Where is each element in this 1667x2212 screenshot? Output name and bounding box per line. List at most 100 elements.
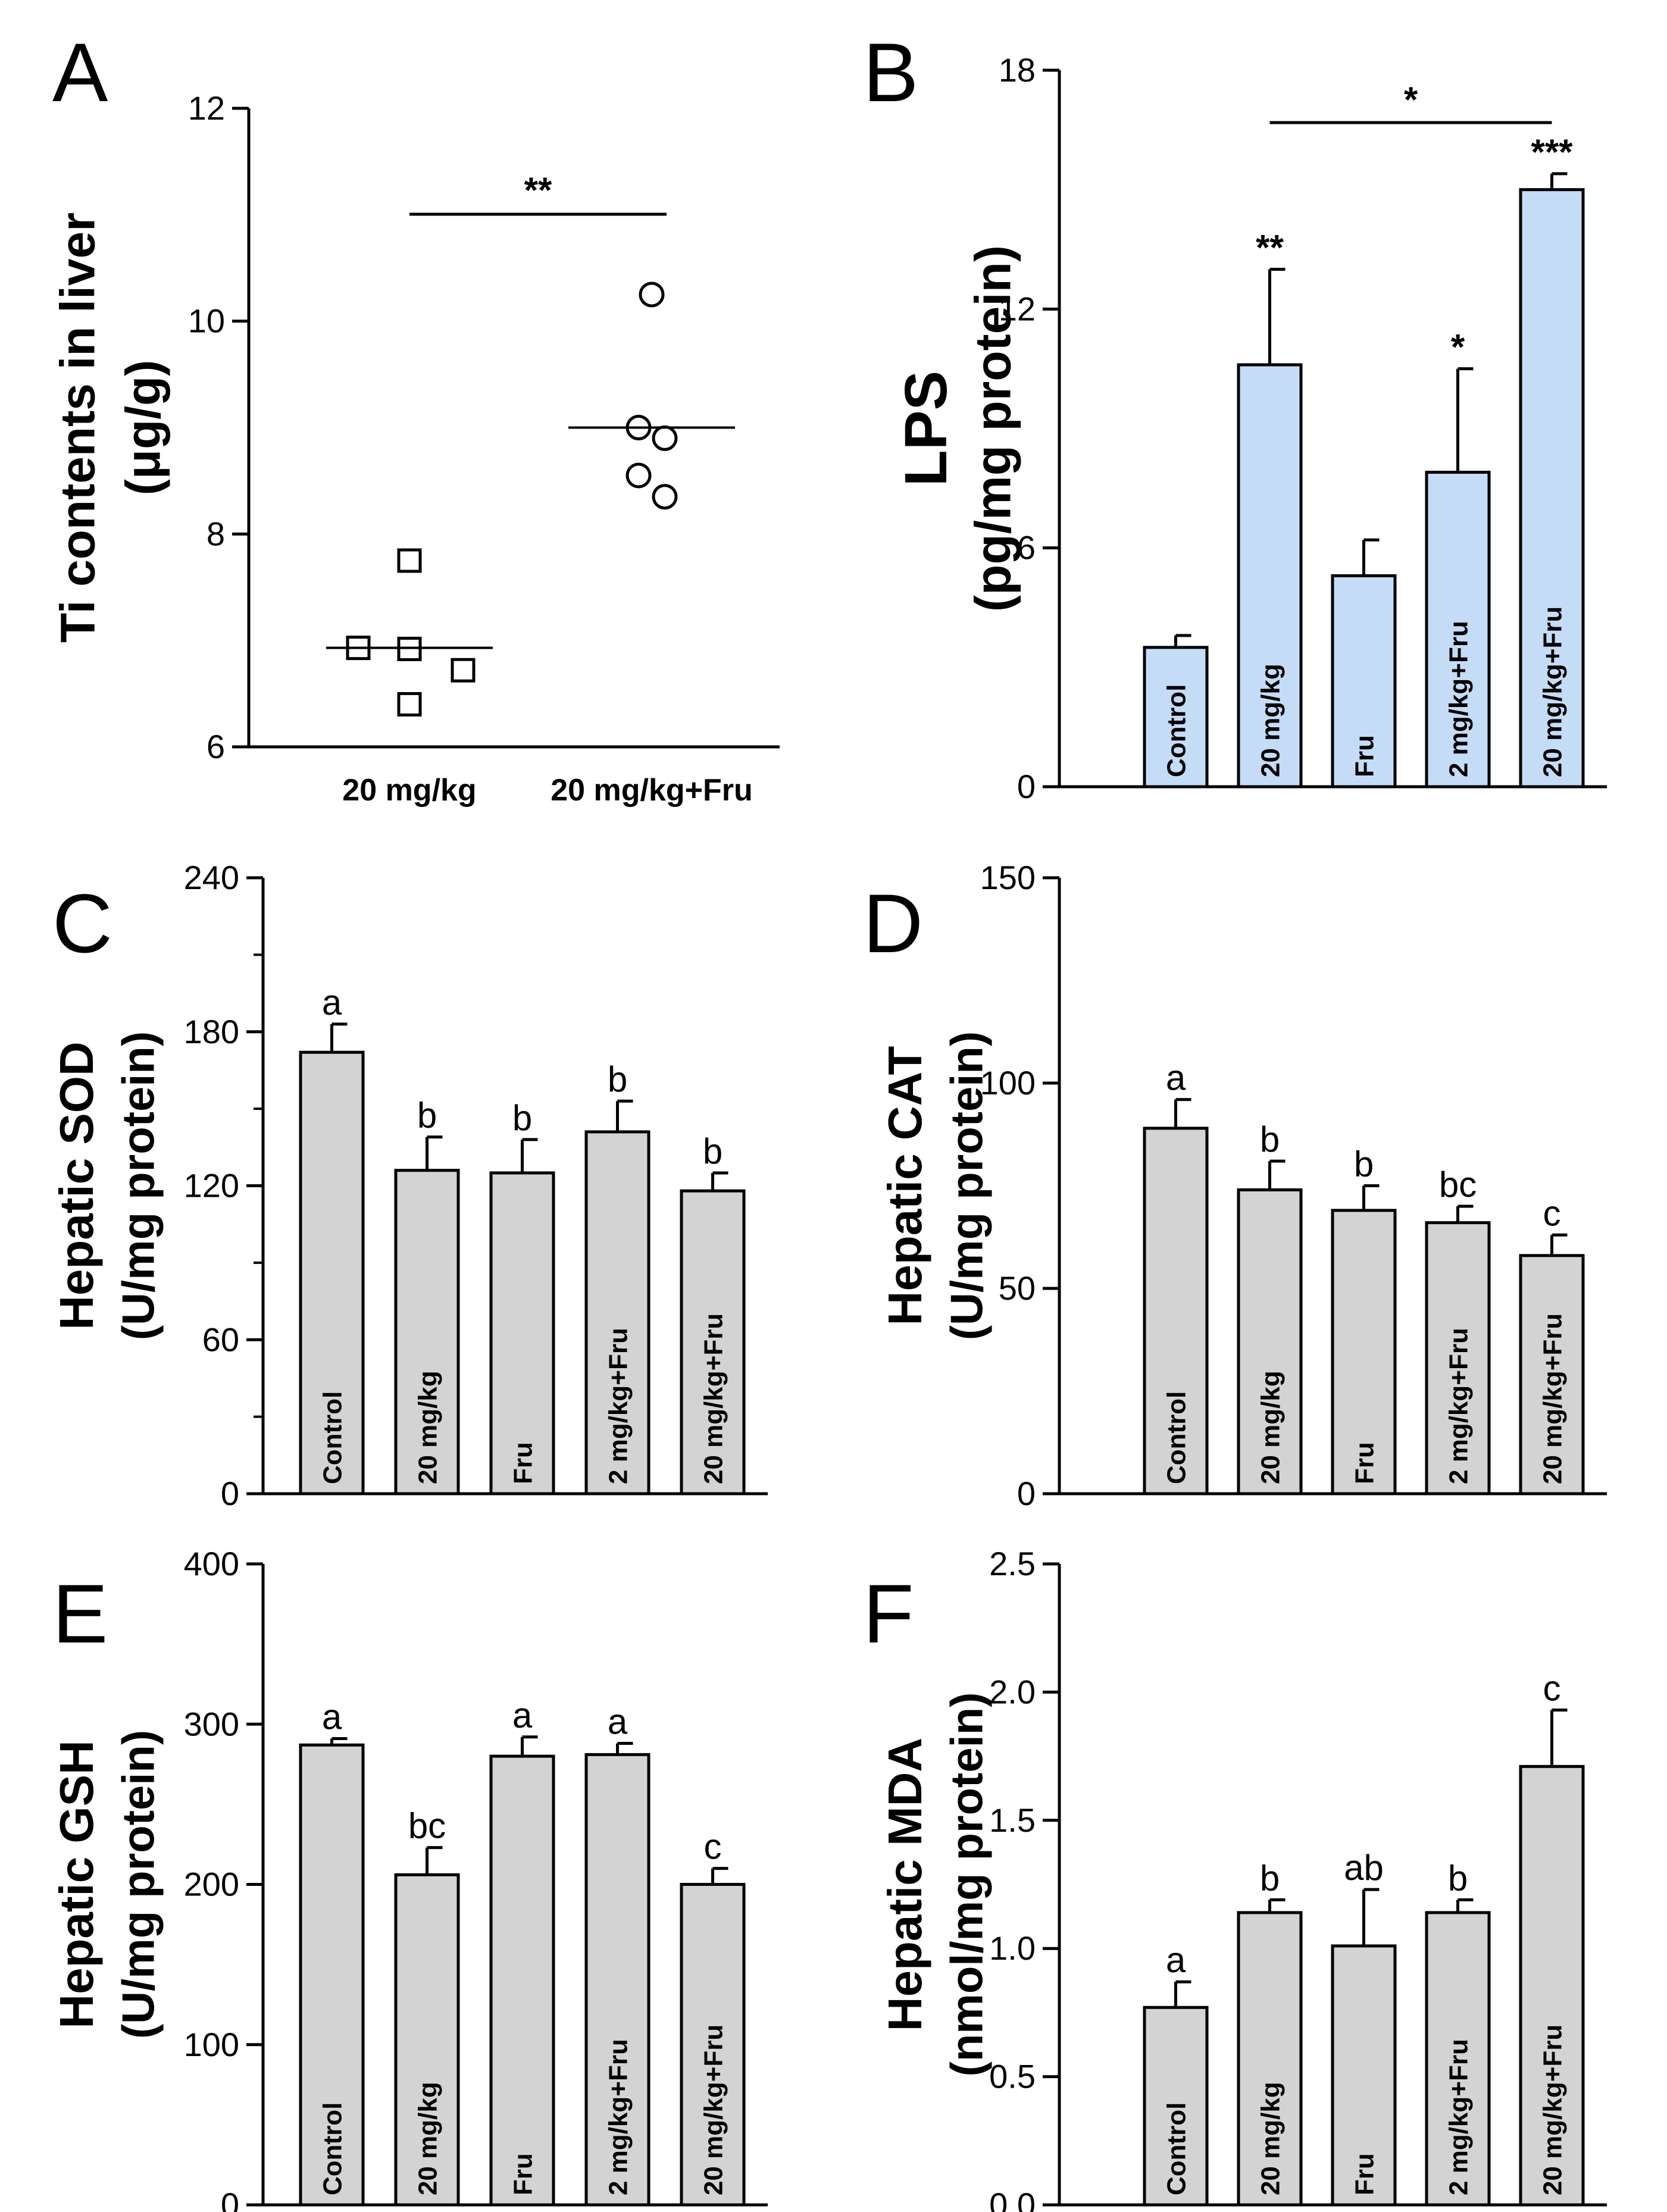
panel-letter: A [52,26,108,119]
bar-category-label: 2 mg/kg+Fru [604,2039,633,2195]
bar-annotation: c [1543,1669,1561,1709]
y-axis-title: LPS [893,371,959,486]
y-tick-label: 0 [221,1475,239,1512]
panel-letter: F [863,1567,914,1660]
panel-e: E Hepatic GSH (U/mg protein) 0 100 200 300 400 C… [50,1545,768,2212]
data-point-circle [652,484,678,510]
y-axis-title: Ti contents in liver [51,212,105,643]
bar-annotation: bc [408,1806,446,1846]
x-category-label: 20 mg/kg+Fru [551,773,753,808]
bar-annotation: b [1260,1119,1280,1159]
y-axis-unit: (μg/g) [117,360,171,496]
data-point-square [397,692,422,717]
panel-letter: E [52,1567,108,1660]
bar-annotation: a [608,1702,628,1742]
panel-f: F Hepatic MDA (nmol/mg protein) 0.0 0.5 1.0 1.… [863,1545,1607,2212]
bar-category-label: 2 mg/kg+Fru [1444,621,1474,777]
bar-annotation: b [417,1096,437,1135]
y-tick-label: 180 [184,1013,239,1050]
bar-category-label: 2 mg/kg+Fru [604,1328,633,1484]
bar-annotation: a [1166,1058,1186,1098]
bar [584,1753,650,2207]
bar [489,1754,555,2207]
bar-annotation: *** [1531,132,1573,172]
y-tick-label: 2.5 [989,1545,1036,1582]
y-axis-title: Hepatic GSH [50,1740,103,2029]
panel-letter: B [863,26,918,119]
y-tick-label: 200 [184,1866,239,1903]
y-tick-label: 10 [188,302,225,340]
bar-annotation: a [512,1695,533,1735]
y-tick-label: 60 [202,1321,239,1358]
y-tick-label: 400 [184,1545,239,1582]
bar-category-label: Fru [509,1442,538,1484]
y-tick-label: 12 [999,290,1036,327]
y-tick-label: 100 [980,1064,1036,1102]
y-tick-label: 0.5 [989,2058,1036,2095]
bar [394,1873,460,2207]
bar-category-label: 20 mg/kg [1256,1371,1286,1484]
bar-category-label: 2 mg/kg+Fru [1444,2039,1474,2195]
bar-category-label: Control [1162,684,1191,777]
y-tick-label: 120 [184,1167,239,1204]
significance-label: * [1404,80,1418,120]
bar-annotation: bc [1439,1165,1477,1204]
panel-b: B LPS (pg/mg protein) 0 6 12 18 Control 20 mg/kg… [863,26,1607,805]
panel-a: A Ti contents in liver (μg/g) 6 8 10 12 20 mg/k… [51,26,780,808]
bar-annotation: a [322,983,342,1022]
bar [1143,1127,1209,1495]
y-tick-label: 100 [184,2026,239,2063]
bar [1237,1911,1303,2207]
y-tick-label: 0 [1017,1475,1036,1512]
y-axis-unit: (U/mg protein) [114,1730,164,2039]
bar-category-label: 20 mg/kg+Fru [699,2025,728,2195]
bar-category-label: 20 mg/kg+Fru [699,1313,728,1484]
bar [1331,574,1397,789]
y-tick-label: 150 [980,859,1036,896]
significance-label: ** [524,170,552,210]
bar [680,1189,746,1495]
bar-annotation: a [322,1697,342,1737]
y-axis-title: Hepatic CAT [878,1046,931,1326]
bar-category-label: 20 mg/kg+Fru [1538,1313,1568,1484]
y-axis-title: Hepatic MDA [878,1738,931,2031]
bar-annotation: ab [1344,1848,1384,1888]
bar-category-label: Control [1162,2103,1191,2195]
bar-category-label: Fru [1350,735,1380,777]
y-tick-label: 0.0 [989,2186,1036,2212]
bar [1519,188,1585,789]
bar-annotation: ** [1256,227,1284,267]
bar [1425,1221,1491,1495]
bar [1425,1911,1491,2207]
bar-category-label: 20 mg/kg [414,2082,443,2195]
y-tick-label: 6 [207,728,225,765]
y-tick-label: 50 [999,1269,1036,1307]
panel-letter: D [863,877,923,970]
y-tick-label: 0 [221,2186,239,2212]
bar-category-label: 20 mg/kg [414,1371,443,1484]
bar-category-label: 20 mg/kg+Fru [1538,2025,1568,2195]
bar-annotation: * [1451,327,1465,367]
bar-category-label: Control [318,2103,348,2195]
y-tick-label: 1.5 [989,1801,1036,1839]
y-tick-label: 300 [184,1705,239,1742]
bar-annotation: b [703,1131,723,1171]
y-axis-unit: (pg/mg protein) [965,245,1021,612]
bar-annotation: b [608,1059,627,1099]
bar-category-label: Control [1162,1391,1191,1484]
bar [1519,1764,1585,2207]
bar-annotation: a [1166,1940,1186,1980]
panel-letter: C [52,877,112,970]
bar [1237,1188,1303,1495]
bar [1519,1254,1585,1495]
y-tick-label: 18 [999,51,1036,89]
panel-d: D Hepatic CAT (U/mg protein) 0 50 100 150 Contr… [863,859,1607,1512]
y-tick-label: 0 [1017,768,1036,805]
panel-c: C Hepatic SOD (U/mg protein) 0 60 120 180 240 Co… [50,859,768,1512]
y-tick-label: 6 [1017,529,1036,567]
y-tick-label: 8 [207,515,225,552]
bar-category-label: Control [318,1391,348,1484]
x-category-label: 20 mg/kg [342,773,476,808]
bar-category-label: 2 mg/kg+Fru [1444,1328,1474,1484]
data-point-square [451,658,476,683]
